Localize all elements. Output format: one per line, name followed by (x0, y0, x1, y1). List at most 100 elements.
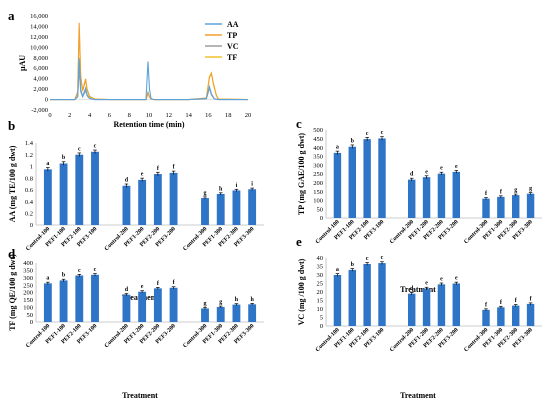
significance-letter: h (250, 297, 254, 303)
significance-letter: a (336, 267, 339, 273)
significance-letter: e (440, 166, 443, 172)
y-tick-label: 150 (313, 189, 323, 196)
y-tick-label: 5 (320, 315, 323, 322)
significance-letter: c (366, 131, 369, 137)
bar-pef3-300 (248, 304, 257, 322)
significance-letter: f (515, 298, 518, 304)
bar-pef1-100 (59, 163, 68, 225)
y-tick-label: 0 (30, 319, 33, 326)
y-tick-label: 100 (313, 198, 323, 205)
bar-control-300 (482, 198, 490, 218)
significance-letter: c (94, 144, 97, 150)
bar-pef3-300 (526, 193, 535, 218)
significance-letter: c (78, 268, 81, 274)
series-line-aa (50, 58, 248, 101)
bar-pef1-200 (138, 291, 147, 322)
panel-a-ytick: 8,000 (33, 55, 48, 62)
y-tick-label: 300 (313, 162, 323, 169)
bar-control-200 (122, 185, 131, 225)
panel-e-label: e (296, 234, 302, 249)
panel-a: aμAU-2,00002,0004,0006,0008,00010,00012,… (8, 8, 251, 129)
category-label: Control-100 (25, 226, 51, 252)
panel-a-xlabel: Retention time (min) (113, 120, 184, 129)
panel-a-xtick: 12 (166, 112, 173, 119)
y-tick-label: 400 (23, 260, 33, 267)
bar-pef1-300 (216, 306, 225, 322)
y-axis-label: VC (mg /100 g dwt) (297, 258, 306, 325)
panel-a-label: a (8, 8, 15, 23)
category-label: Control-300 (182, 226, 208, 252)
y-tick-label: 0 (30, 222, 33, 229)
y-tick-label: 0.4 (25, 199, 34, 206)
bar-control-100 (43, 283, 52, 322)
bar-pef1-200 (422, 177, 431, 218)
legend-label-tp: TP (227, 31, 237, 40)
x-axis-title: Treatment (122, 391, 158, 400)
y-tick-label: 400 (313, 145, 323, 152)
y-tick-label: 200 (23, 290, 33, 297)
significance-letter: b (62, 155, 66, 161)
bar-pef3-200 (452, 283, 460, 326)
significance-letter: a (46, 276, 49, 282)
bar-pef2-100 (75, 275, 84, 322)
bar-pef2-300 (232, 190, 241, 225)
y-tick-label: 250 (313, 171, 323, 178)
panel-b: b 0 0.2 0.4 0.6 0.8 1 1.2 1.4 AA (mg TE/100 g dwt… (8, 118, 264, 302)
y-tick-label: 0 (320, 215, 323, 222)
bar-control-100 (43, 169, 52, 225)
bar-pef1-100 (348, 269, 356, 326)
y-tick-label: 1.2 (25, 152, 33, 159)
y-tick-label: 15 (317, 298, 324, 305)
bar-pef3-100 (91, 274, 99, 322)
bar-control-300 (201, 308, 209, 322)
significance-letter: h (219, 186, 223, 192)
bar-pef2-200 (437, 284, 446, 326)
panel-a-xtick: 16 (205, 112, 212, 119)
significance-letter: d (410, 172, 414, 178)
panel-a-ytick: 12,000 (30, 34, 48, 41)
category-label: Control-200 (104, 323, 130, 349)
bar-pef2-100 (75, 154, 84, 225)
legend-label-tf: TF (227, 53, 237, 62)
panel-b-label: b (8, 118, 15, 133)
significance-letter: e (141, 284, 144, 290)
significance-letter: a (336, 145, 339, 151)
significance-letter: c (366, 256, 369, 262)
significance-letter: f (500, 189, 503, 195)
panel-a-ylabel: μAU (18, 55, 27, 71)
bar-pef3-200 (452, 171, 460, 218)
y-tick-label: 25 (317, 281, 324, 288)
bar-control-100 (333, 152, 342, 218)
significance-letter: e (425, 169, 428, 175)
category-label: Control-300 (182, 323, 208, 349)
significance-letter: f (157, 166, 160, 172)
significance-letter: c (94, 267, 97, 273)
x-axis-title: Treatment (400, 285, 436, 294)
bar-pef3-200 (169, 287, 178, 322)
y-axis-label: TP (mg GAE/100 g dwt) (297, 133, 306, 216)
y-tick-label: 200 (313, 180, 323, 187)
significance-letter: e (440, 276, 443, 282)
significance-letter: f (500, 300, 503, 306)
category-label: Control-200 (104, 226, 130, 252)
bar-pef1-300 (497, 307, 505, 326)
panel-d-label: d (8, 246, 16, 261)
y-axis-label: AA (mg TE/100 g dwt) (8, 145, 17, 222)
significance-letter: i (251, 182, 253, 188)
y-tick-label: 500 (313, 127, 323, 134)
y-tick-label: 0 (320, 323, 323, 330)
significance-letter: e (425, 281, 428, 287)
panel-a-ytick: 16,000 (30, 13, 48, 20)
significance-letter: h (235, 297, 239, 303)
y-tick-label: 20 (317, 289, 324, 296)
y-tick-label: 50 (317, 206, 324, 213)
x-axis-title: Treatment (400, 391, 436, 400)
panel-a-xtick: 14 (185, 112, 192, 119)
significance-letter: e (141, 172, 144, 178)
significance-letter: a (46, 161, 49, 167)
panel-a-ytick: 14,000 (30, 23, 48, 30)
significance-letter: d (125, 178, 129, 184)
bar-pef2-100 (363, 263, 371, 326)
